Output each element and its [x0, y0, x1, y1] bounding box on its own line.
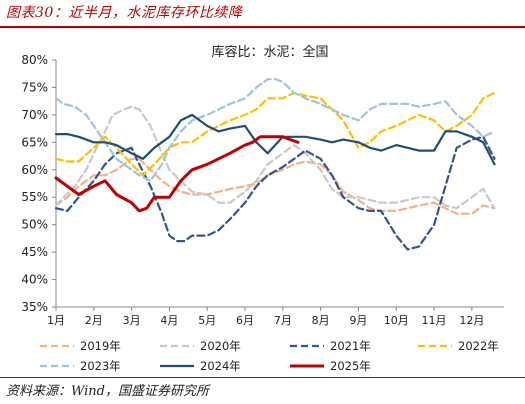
y-tick-label: 60%	[21, 163, 48, 177]
chart-title: 库容比：水泥：全国	[211, 44, 328, 60]
legend-label: 2023年	[80, 359, 121, 373]
x-tick-label: 12月	[459, 314, 484, 327]
y-tick-label: 50%	[21, 218, 48, 232]
x-tick-label: 11月	[422, 314, 447, 327]
y-tick-label: 75%	[21, 80, 48, 94]
y-tick-label: 55%	[21, 190, 48, 204]
x-tick-label: 10月	[384, 314, 409, 327]
y-tick-label: 80%	[21, 53, 48, 67]
x-tick-label: 6月	[236, 314, 254, 327]
figure-title: 图表30：近半月，水泥库存环比续降	[6, 5, 243, 21]
legend-label: 2024年	[200, 359, 241, 373]
series-line-2024年	[54, 113, 496, 166]
title-rule	[0, 26, 525, 28]
legend-label: 2021年	[330, 339, 371, 353]
x-tick-label: 8月	[312, 314, 330, 327]
x-tick-label: 5月	[198, 314, 216, 327]
x-tick-label: 7月	[274, 314, 292, 327]
line-chart: 库容比：水泥：全国 35% 40% 45% 50% 55% 60% 65% 70% 75% 80%…	[21, 44, 504, 373]
x-tick-label: 3月	[123, 314, 141, 327]
source-rule	[0, 377, 525, 378]
series-line-2021年	[54, 135, 496, 251]
legend: 2019年 2020年 2021年 2022年 2023年 2024年 2025年	[40, 339, 499, 373]
legend-label: 2020年	[200, 339, 241, 353]
legend-label: 2025年	[330, 359, 371, 373]
series-line-2025年	[54, 135, 300, 213]
legend-label: 2022年	[458, 339, 499, 353]
series-layer	[54, 78, 496, 251]
series-line-2022年	[54, 91, 496, 177]
series-line-2019年	[54, 157, 496, 215]
x-tick-label: 9月	[349, 314, 367, 327]
x-tick-label: 4月	[160, 314, 178, 327]
axis-layer: 35% 40% 45% 50% 55% 60% 65% 70% 75% 80% 1月 2月 3月 4月 5月…	[21, 53, 504, 327]
y-tick-label: 70%	[21, 108, 48, 122]
x-tick-label: 2月	[85, 314, 103, 327]
y-tick-label: 40%	[21, 273, 48, 287]
x-tick-label: 1月	[47, 314, 65, 327]
y-tick-label: 45%	[21, 245, 48, 259]
y-tick-label: 65%	[21, 135, 48, 149]
series-line-2023年	[54, 78, 496, 182]
source-note: 资料来源：Wind，国盛证券研究所	[6, 384, 209, 399]
legend-label: 2019年	[80, 339, 121, 353]
y-tick-label: 35%	[21, 300, 48, 314]
series-line-2020年	[54, 105, 496, 210]
